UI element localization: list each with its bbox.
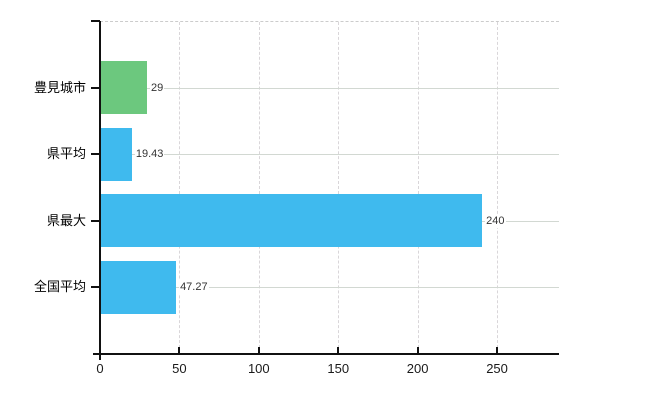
- x-tick-label: 150: [327, 361, 350, 376]
- category-label: 県最大: [46, 212, 86, 228]
- vertical-gridline: [258, 22, 260, 353]
- x-axis-line: [93, 353, 559, 355]
- vertical-gridline: [497, 22, 499, 353]
- x-tick-label: 50: [172, 361, 187, 376]
- bar: [101, 260, 177, 314]
- x-tick-label: 200: [406, 361, 429, 376]
- x-tick-label: 250: [486, 361, 508, 376]
- horizontal-gridline: [100, 287, 559, 289]
- category-label: 県平均: [46, 146, 86, 162]
- x-tick-label: 0: [96, 361, 104, 376]
- vertical-gridline: [179, 22, 181, 353]
- x-axis-tick: [416, 347, 419, 353]
- x-axis-tick: [257, 347, 260, 353]
- y-axis-tick: [91, 86, 100, 89]
- x-axis-tick: [337, 347, 340, 353]
- category-label: 全国平均: [33, 279, 86, 295]
- y-axis-tick: [91, 219, 100, 222]
- y-axis-tick: [91, 286, 100, 289]
- bar-value-label: 19.43: [134, 147, 165, 162]
- horizontal-gridline: [100, 87, 559, 89]
- vertical-gridline: [417, 22, 419, 353]
- bar-value-label: 240: [485, 213, 506, 228]
- x-axis-tick: [496, 347, 499, 353]
- vertical-gridline: [338, 22, 340, 353]
- y-axis-tick: [91, 153, 100, 156]
- y-axis-line: [99, 21, 101, 360]
- bar: [101, 194, 483, 248]
- plot-area: [100, 21, 559, 354]
- category-label: 豊見城市: [33, 79, 86, 95]
- plot-top-border: [100, 21, 559, 22]
- horizontal-gridline: [100, 154, 559, 156]
- y-axis-top-tick: [91, 20, 100, 22]
- bar: [101, 127, 132, 181]
- x-axis-tick: [178, 347, 181, 353]
- bar: [101, 61, 148, 115]
- x-tick-label: 100: [247, 361, 270, 376]
- bar-value-label: 47.27: [179, 280, 209, 295]
- bar-value-label: 29: [150, 80, 165, 95]
